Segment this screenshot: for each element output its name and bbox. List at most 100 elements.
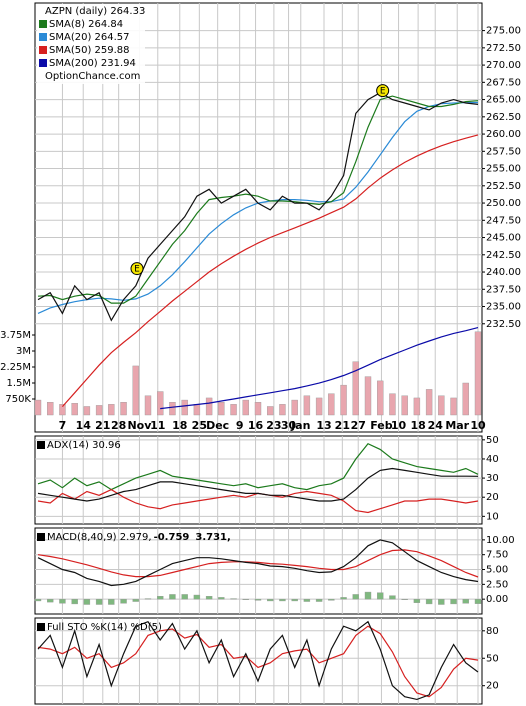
histogram-bar bbox=[157, 596, 164, 600]
histogram-bar bbox=[474, 598, 482, 604]
volume-bar bbox=[254, 402, 262, 416]
legend-label: 3.731, bbox=[195, 532, 230, 543]
annotation-marker bbox=[130, 262, 144, 276]
histogram-bar bbox=[108, 598, 115, 605]
x-tick-label: 18 bbox=[172, 419, 187, 432]
y-tick-label: 257.50 bbox=[486, 146, 521, 157]
y-tick-label: 20 bbox=[486, 681, 499, 692]
y-tick-label: 262.50 bbox=[486, 112, 521, 123]
histogram-bar bbox=[328, 598, 335, 601]
histogram-bar bbox=[425, 598, 433, 605]
y-tick-label: 10 bbox=[486, 511, 499, 522]
volume-bar bbox=[47, 402, 54, 416]
series-line bbox=[37, 625, 479, 698]
y2-tick-label: 750K bbox=[5, 394, 31, 405]
legend-swatch bbox=[39, 46, 47, 54]
histogram-bar bbox=[315, 598, 323, 602]
series-line bbox=[37, 95, 479, 304]
x-tick-label: 10 bbox=[470, 419, 486, 432]
histogram-bar bbox=[95, 598, 103, 605]
histogram-bar bbox=[242, 598, 249, 600]
x-tick-label: Jan bbox=[290, 419, 310, 432]
y-tick-label: 80 bbox=[486, 626, 499, 637]
volume-bar bbox=[205, 397, 213, 416]
x-tick-label: 11 bbox=[150, 419, 165, 432]
volume-bar bbox=[169, 402, 176, 416]
volume-bar bbox=[340, 384, 347, 416]
panel-frame bbox=[34, 435, 483, 525]
volume-bar bbox=[132, 365, 139, 416]
x-tick-label: Mar bbox=[445, 419, 469, 432]
y-tick-label: 20 bbox=[486, 492, 499, 503]
x-tick-label: 14 bbox=[76, 419, 92, 432]
panel-title: MACD(8,40,9) 2.979, bbox=[47, 532, 152, 543]
y-tick-label: 0.00 bbox=[486, 594, 508, 605]
y-tick-label: 270.00 bbox=[486, 60, 521, 71]
legend-swatch bbox=[39, 20, 47, 28]
y-tick-label: 235.00 bbox=[486, 302, 521, 313]
x-tick-label: Nov bbox=[127, 419, 152, 432]
x-tick-label: 21 bbox=[335, 419, 350, 432]
histogram-bar bbox=[218, 597, 225, 600]
panel-title: ADX(14) 30.96 bbox=[47, 440, 121, 451]
series-line bbox=[37, 549, 479, 578]
y-tick-label: 247.50 bbox=[486, 215, 521, 226]
histogram-bar bbox=[352, 594, 359, 600]
y2-tick-label: 1.5M bbox=[6, 378, 31, 389]
y-tick-label: 2.50 bbox=[486, 579, 508, 590]
volume-bar bbox=[328, 393, 335, 416]
histogram-bar bbox=[193, 594, 201, 600]
volume-bar bbox=[413, 397, 421, 416]
volume-bar bbox=[303, 395, 311, 416]
legend-label: SMA(8) 264.84 bbox=[49, 19, 123, 30]
panel-title: Full STO %K(14) %D(5) bbox=[47, 622, 162, 633]
volume-bar bbox=[157, 391, 164, 416]
y-tick-label: 10.00 bbox=[486, 535, 515, 546]
source-label: OptionChance.com bbox=[45, 71, 140, 82]
x-tick-label: 7 bbox=[59, 419, 67, 432]
legend-swatch bbox=[37, 533, 45, 541]
histogram-bar bbox=[279, 598, 286, 602]
volume-bar bbox=[193, 404, 201, 416]
histogram-bar bbox=[47, 598, 54, 603]
x-tick-label: 23 bbox=[266, 419, 281, 432]
volume-bar bbox=[144, 395, 152, 416]
histogram-bar bbox=[230, 598, 237, 600]
y2-tick-label: 2.25M bbox=[0, 362, 31, 373]
volume-bar bbox=[59, 404, 66, 416]
histogram-bar bbox=[205, 596, 213, 600]
y-tick-label: 232.50 bbox=[486, 319, 521, 330]
histogram-bar bbox=[389, 595, 396, 600]
volume-bar bbox=[230, 404, 237, 416]
x-tick-label: 27 bbox=[351, 419, 366, 432]
histogram-bar bbox=[34, 598, 42, 602]
volume-bar bbox=[279, 404, 286, 416]
y-tick-label: 242.50 bbox=[486, 250, 521, 261]
legend-label: -0.759 bbox=[154, 532, 190, 543]
histogram-bar bbox=[120, 598, 127, 604]
histogram-bar bbox=[340, 597, 347, 600]
volume-bar bbox=[83, 406, 91, 416]
series-line bbox=[37, 620, 479, 701]
x-tick-label: Feb bbox=[370, 419, 393, 432]
volume-bar bbox=[425, 389, 433, 416]
histogram-bar bbox=[132, 598, 139, 602]
y-tick-label: 275.00 bbox=[486, 26, 521, 37]
y-tick-label: 252.50 bbox=[486, 181, 521, 192]
y-tick-label: 267.50 bbox=[486, 77, 521, 88]
series-line bbox=[160, 327, 479, 410]
volume-bar bbox=[242, 399, 249, 416]
annotation-text: E bbox=[134, 265, 140, 275]
volume-bar bbox=[291, 399, 298, 416]
series-line bbox=[37, 539, 479, 587]
histogram-bar bbox=[438, 598, 445, 605]
legend-swatch bbox=[37, 441, 45, 449]
volume-bar bbox=[462, 382, 469, 416]
y-tick-label: 265.00 bbox=[486, 95, 521, 106]
volume-bar bbox=[95, 405, 103, 416]
histogram-bar bbox=[450, 598, 457, 605]
y-tick-label: 40 bbox=[486, 454, 499, 465]
histogram-bar bbox=[377, 592, 384, 600]
